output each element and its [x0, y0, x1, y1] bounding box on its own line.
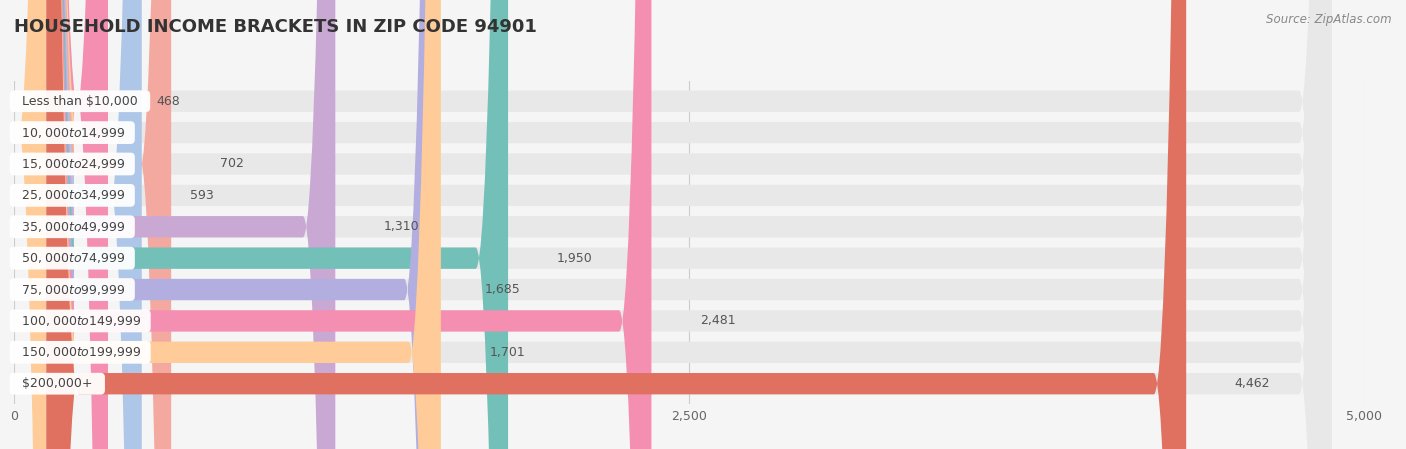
- FancyBboxPatch shape: [46, 0, 172, 449]
- FancyBboxPatch shape: [46, 0, 651, 449]
- Text: $75,000 to $99,999: $75,000 to $99,999: [14, 282, 131, 296]
- Text: 1,701: 1,701: [489, 346, 526, 359]
- Text: 702: 702: [219, 158, 243, 171]
- Text: $200,000+: $200,000+: [14, 377, 101, 390]
- Text: 2,481: 2,481: [700, 314, 735, 327]
- FancyBboxPatch shape: [46, 0, 1331, 449]
- FancyBboxPatch shape: [46, 0, 1331, 449]
- FancyBboxPatch shape: [46, 0, 1331, 449]
- Text: 1,310: 1,310: [384, 220, 419, 233]
- Text: $25,000 to $34,999: $25,000 to $34,999: [14, 189, 131, 202]
- FancyBboxPatch shape: [46, 0, 335, 449]
- Text: $10,000 to $14,999: $10,000 to $14,999: [14, 126, 131, 140]
- Text: Source: ZipAtlas.com: Source: ZipAtlas.com: [1267, 13, 1392, 26]
- FancyBboxPatch shape: [46, 0, 1331, 449]
- FancyBboxPatch shape: [46, 0, 508, 449]
- FancyBboxPatch shape: [46, 0, 1187, 449]
- Text: 1,685: 1,685: [485, 283, 520, 296]
- Text: 1,950: 1,950: [557, 251, 592, 264]
- FancyBboxPatch shape: [46, 0, 142, 449]
- FancyBboxPatch shape: [46, 0, 1331, 449]
- Text: $35,000 to $49,999: $35,000 to $49,999: [14, 220, 131, 234]
- Text: $50,000 to $74,999: $50,000 to $74,999: [14, 251, 131, 265]
- Text: 468: 468: [156, 95, 180, 108]
- FancyBboxPatch shape: [46, 0, 1331, 449]
- FancyBboxPatch shape: [46, 0, 1331, 449]
- FancyBboxPatch shape: [46, 0, 1331, 449]
- Text: $100,000 to $149,999: $100,000 to $149,999: [14, 314, 146, 328]
- FancyBboxPatch shape: [46, 0, 436, 449]
- FancyBboxPatch shape: [46, 0, 441, 449]
- FancyBboxPatch shape: [46, 0, 108, 449]
- FancyBboxPatch shape: [46, 0, 1331, 449]
- FancyBboxPatch shape: [17, 0, 79, 449]
- FancyBboxPatch shape: [46, 0, 1331, 449]
- Text: 593: 593: [190, 189, 214, 202]
- Text: $150,000 to $199,999: $150,000 to $199,999: [14, 345, 146, 359]
- Text: 250: 250: [98, 126, 122, 139]
- Text: HOUSEHOLD INCOME BRACKETS IN ZIP CODE 94901: HOUSEHOLD INCOME BRACKETS IN ZIP CODE 94…: [14, 18, 537, 36]
- Text: 4,462: 4,462: [1234, 377, 1270, 390]
- Text: Less than $10,000: Less than $10,000: [14, 95, 146, 108]
- Text: $15,000 to $24,999: $15,000 to $24,999: [14, 157, 131, 171]
